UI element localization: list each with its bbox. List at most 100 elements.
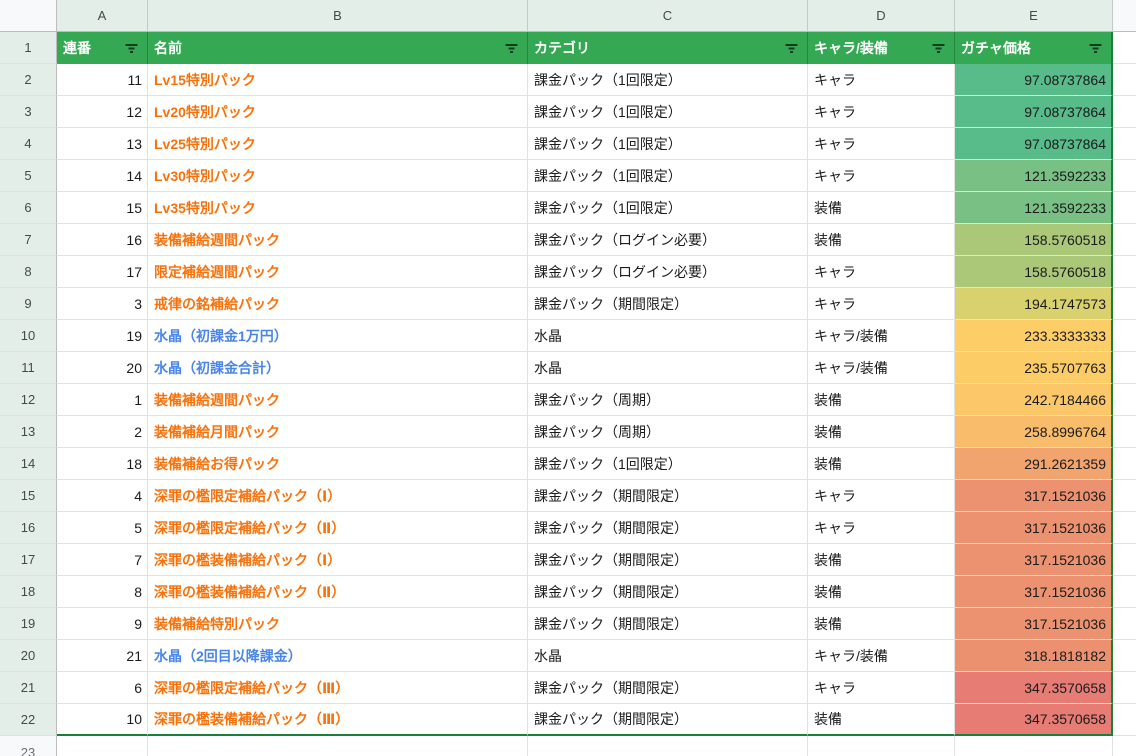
row-header[interactable]: 7 bbox=[0, 224, 57, 256]
cell-serial[interactable]: 6 bbox=[57, 672, 148, 704]
cell-gacha-price[interactable]: 97.08737864 bbox=[955, 64, 1113, 96]
cell-serial[interactable]: 7 bbox=[57, 544, 148, 576]
cell-name[interactable]: 装備補給特別パック bbox=[148, 608, 528, 640]
empty-cell[interactable] bbox=[808, 736, 955, 756]
cell-gacha-price[interactable]: 291.2621359 bbox=[955, 448, 1113, 480]
filter-icon[interactable] bbox=[1088, 41, 1103, 55]
row-header-23[interactable]: 23 bbox=[0, 736, 57, 756]
cell-category[interactable]: 課金パック（期間限定） bbox=[528, 480, 808, 512]
cell-gacha-price[interactable]: 347.3570658 bbox=[955, 704, 1113, 736]
cell-name[interactable]: 限定補給週間パック bbox=[148, 256, 528, 288]
cell-category[interactable]: 課金パック（1回限定） bbox=[528, 192, 808, 224]
column-header-e[interactable]: E bbox=[955, 0, 1113, 32]
cell-chara-equip[interactable]: キャラ/装備 bbox=[808, 352, 955, 384]
cell-category[interactable]: 課金パック（期間限定） bbox=[528, 512, 808, 544]
cell-chara-equip[interactable]: キャラ bbox=[808, 512, 955, 544]
cell-chara-equip[interactable]: 装備 bbox=[808, 224, 955, 256]
cell-category[interactable]: 課金パック（期間限定） bbox=[528, 672, 808, 704]
cell-category[interactable]: 課金パック（期間限定） bbox=[528, 288, 808, 320]
cell-category[interactable]: 課金パック（1回限定） bbox=[528, 448, 808, 480]
empty-cell[interactable] bbox=[148, 736, 528, 756]
row-header[interactable]: 21 bbox=[0, 672, 57, 704]
cell-serial[interactable]: 13 bbox=[57, 128, 148, 160]
cell-chara-equip[interactable]: キャラ bbox=[808, 160, 955, 192]
cell-serial[interactable]: 17 bbox=[57, 256, 148, 288]
cell-chara-equip[interactable]: キャラ bbox=[808, 128, 955, 160]
row-header[interactable]: 12 bbox=[0, 384, 57, 416]
row-header[interactable]: 10 bbox=[0, 320, 57, 352]
cell-chara-equip[interactable]: キャラ bbox=[808, 96, 955, 128]
cell-category[interactable]: 課金パック（周期） bbox=[528, 384, 808, 416]
row-header[interactable]: 2 bbox=[0, 64, 57, 96]
cell-serial[interactable]: 10 bbox=[57, 704, 148, 736]
empty-cell[interactable] bbox=[955, 736, 1113, 756]
cell-category[interactable]: 課金パック（1回限定） bbox=[528, 128, 808, 160]
column-header-b[interactable]: B bbox=[148, 0, 528, 32]
cell-chara-equip[interactable]: キャラ bbox=[808, 672, 955, 704]
cell-chara-equip[interactable]: 装備 bbox=[808, 544, 955, 576]
row-header[interactable]: 6 bbox=[0, 192, 57, 224]
cell-chara-equip[interactable]: 装備 bbox=[808, 704, 955, 736]
cell-chara-equip[interactable]: 装備 bbox=[808, 576, 955, 608]
row-header[interactable]: 13 bbox=[0, 416, 57, 448]
row-header[interactable]: 19 bbox=[0, 608, 57, 640]
cell-gacha-price[interactable]: 317.1521036 bbox=[955, 544, 1113, 576]
filter-icon[interactable] bbox=[504, 41, 519, 55]
cell-name[interactable]: 水晶（2回目以降課金） bbox=[148, 640, 528, 672]
filter-icon[interactable] bbox=[784, 41, 799, 55]
cell-name[interactable]: Lv20特別パック bbox=[148, 96, 528, 128]
cell-name[interactable]: 深罪の檻限定補給パック（Ⅲ） bbox=[148, 672, 528, 704]
cell-gacha-price[interactable]: 121.3592233 bbox=[955, 192, 1113, 224]
cell-chara-equip[interactable]: 装備 bbox=[808, 192, 955, 224]
header-cell-serial[interactable]: 連番 bbox=[57, 32, 148, 64]
cell-gacha-price[interactable]: 97.08737864 bbox=[955, 128, 1113, 160]
column-header-d[interactable]: D bbox=[808, 0, 955, 32]
row-header-1[interactable]: 1 bbox=[0, 32, 57, 64]
cell-chara-equip[interactable]: 装備 bbox=[808, 416, 955, 448]
cell-gacha-price[interactable]: 317.1521036 bbox=[955, 480, 1113, 512]
cell-name[interactable]: 水晶（初課金合計） bbox=[148, 352, 528, 384]
filter-icon[interactable] bbox=[931, 41, 946, 55]
cell-category[interactable]: 課金パック（周期） bbox=[528, 416, 808, 448]
cell-gacha-price[interactable]: 317.1521036 bbox=[955, 608, 1113, 640]
cell-serial[interactable]: 3 bbox=[57, 288, 148, 320]
cell-name[interactable]: 水晶（初課金1万円） bbox=[148, 320, 528, 352]
cell-category[interactable]: 課金パック（期間限定） bbox=[528, 704, 808, 736]
cell-category[interactable]: 水晶 bbox=[528, 320, 808, 352]
cell-category[interactable]: 水晶 bbox=[528, 640, 808, 672]
cell-name[interactable]: Lv15特別パック bbox=[148, 64, 528, 96]
cell-serial[interactable]: 9 bbox=[57, 608, 148, 640]
cell-serial[interactable]: 1 bbox=[57, 384, 148, 416]
filter-icon[interactable] bbox=[124, 41, 139, 55]
header-cell-chara-equip[interactable]: キャラ/装備 bbox=[808, 32, 955, 64]
cell-serial[interactable]: 20 bbox=[57, 352, 148, 384]
cell-gacha-price[interactable]: 347.3570658 bbox=[955, 672, 1113, 704]
cell-name[interactable]: 深罪の檻装備補給パック（Ⅲ） bbox=[148, 704, 528, 736]
cell-name[interactable]: 深罪の檻限定補給パック（Ⅱ） bbox=[148, 512, 528, 544]
row-header[interactable]: 11 bbox=[0, 352, 57, 384]
row-header[interactable]: 15 bbox=[0, 480, 57, 512]
cell-serial[interactable]: 4 bbox=[57, 480, 148, 512]
cell-name[interactable]: 装備補給月間パック bbox=[148, 416, 528, 448]
cell-gacha-price[interactable]: 258.8996764 bbox=[955, 416, 1113, 448]
row-header[interactable]: 8 bbox=[0, 256, 57, 288]
row-header[interactable]: 14 bbox=[0, 448, 57, 480]
cell-serial[interactable]: 19 bbox=[57, 320, 148, 352]
select-all-corner[interactable] bbox=[0, 0, 57, 32]
cell-serial[interactable]: 5 bbox=[57, 512, 148, 544]
cell-name[interactable]: Lv25特別パック bbox=[148, 128, 528, 160]
empty-cell[interactable] bbox=[528, 736, 808, 756]
cell-serial[interactable]: 8 bbox=[57, 576, 148, 608]
cell-gacha-price[interactable]: 235.5707763 bbox=[955, 352, 1113, 384]
cell-gacha-price[interactable]: 194.1747573 bbox=[955, 288, 1113, 320]
cell-gacha-price[interactable]: 121.3592233 bbox=[955, 160, 1113, 192]
cell-chara-equip[interactable]: キャラ bbox=[808, 480, 955, 512]
column-header-c[interactable]: C bbox=[528, 0, 808, 32]
row-header[interactable]: 3 bbox=[0, 96, 57, 128]
row-header[interactable]: 17 bbox=[0, 544, 57, 576]
cell-gacha-price[interactable]: 242.7184466 bbox=[955, 384, 1113, 416]
cell-name[interactable]: 深罪の檻装備補給パック（Ⅱ） bbox=[148, 576, 528, 608]
row-header[interactable]: 22 bbox=[0, 704, 57, 736]
cell-gacha-price[interactable]: 317.1521036 bbox=[955, 512, 1113, 544]
cell-name[interactable]: 装備補給お得パック bbox=[148, 448, 528, 480]
